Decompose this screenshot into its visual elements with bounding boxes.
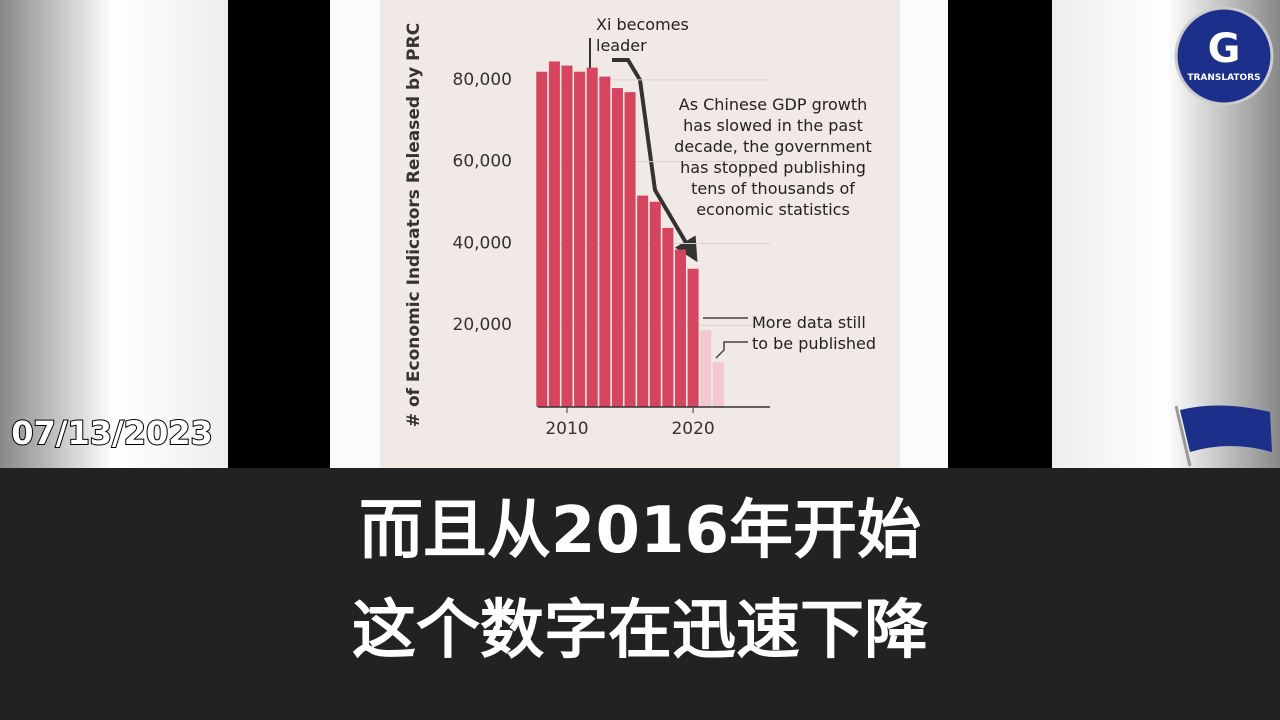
annotation: economic statistics <box>696 200 850 219</box>
pointer <box>715 341 748 359</box>
annotation: tens of thousands of <box>691 179 855 198</box>
bar <box>574 71 586 407</box>
flag-cloth <box>1180 405 1272 452</box>
annotation: has slowed in the past <box>683 116 863 135</box>
annotation: As Chinese GDP growth <box>679 95 868 114</box>
logo-text: TRANSLATORS <box>1187 73 1260 83</box>
bar <box>586 67 598 407</box>
flag-pole <box>1174 405 1192 467</box>
annotation: has stopped publishing <box>680 158 866 177</box>
x-tick-label: 2020 <box>671 419 714 439</box>
y-tick-label: 60,000 <box>453 152 512 172</box>
bar <box>624 92 636 408</box>
y-tick-label: 80,000 <box>453 70 512 90</box>
bar <box>662 227 674 407</box>
bar <box>548 61 560 407</box>
annotation: to be published <box>752 334 876 353</box>
annotation: decade, the government <box>674 137 872 156</box>
side-panel <box>0 0 228 468</box>
y-axis-label: # of Economic Indicators Released by PRC <box>404 23 424 427</box>
date: 07/13/2023 <box>11 414 213 452</box>
x-tick-label: 2010 <box>545 419 588 439</box>
bar <box>611 88 623 408</box>
logo-letter: G <box>1208 26 1241 72</box>
subtitle-band <box>0 468 1280 720</box>
bar <box>712 362 724 407</box>
chart: # of Economic Indicators Released by PRC… <box>404 15 876 439</box>
annotation: leader <box>596 36 647 55</box>
bar <box>674 249 686 407</box>
flag <box>1174 405 1272 467</box>
bar <box>649 201 661 407</box>
bar <box>687 268 699 407</box>
y-tick-label: 40,000 <box>453 233 512 253</box>
logo: G TRANSLATORS <box>1174 6 1274 106</box>
annotation: Xi becomes <box>596 15 689 34</box>
bar <box>599 76 611 408</box>
y-tick-label: 20,000 <box>453 315 512 335</box>
logo-badge <box>1174 6 1274 106</box>
bar <box>561 65 573 408</box>
subtitle-line: 而且从2016年开始 <box>359 494 921 568</box>
bar <box>536 71 548 407</box>
annotation: More data still <box>752 313 866 332</box>
bar <box>700 330 712 407</box>
bar <box>637 195 649 407</box>
subtitle-line: 这个数字在迅速下降 <box>352 594 928 668</box>
